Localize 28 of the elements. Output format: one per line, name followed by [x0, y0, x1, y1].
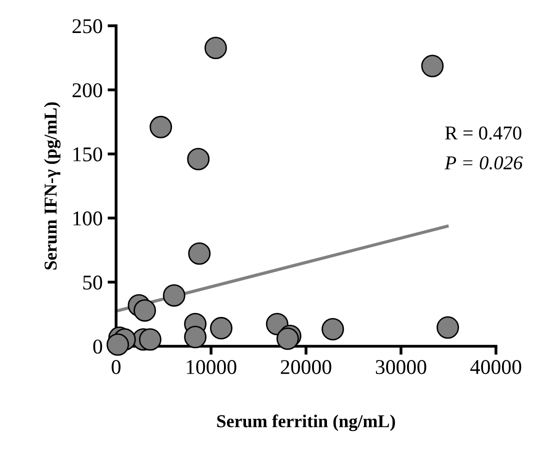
x-tick-label: 40000 — [470, 360, 522, 374]
point — [210, 316, 232, 340]
annotation: P = 0.026 — [444, 156, 523, 170]
x-tick-label: 0 — [112, 360, 121, 374]
y-tick-label: 0 — [93, 340, 102, 354]
point — [138, 328, 162, 351]
point — [106, 333, 130, 356]
point — [421, 54, 444, 78]
point — [436, 316, 460, 339]
annotation: R = 0.470 — [445, 126, 522, 140]
point — [204, 36, 227, 60]
y-axis-title: Serum IFN-γ (pg/mL) — [44, 102, 61, 270]
point — [187, 148, 210, 170]
point — [188, 242, 211, 265]
point — [184, 326, 207, 348]
point — [322, 318, 344, 340]
point — [150, 116, 172, 138]
y-tick-label: 100 — [73, 211, 102, 226]
point — [134, 299, 156, 322]
x-tick-label: 10000 — [186, 360, 236, 374]
point — [162, 284, 186, 307]
y-tick-label: 150 — [73, 147, 102, 162]
y-tick-label: 50 — [83, 276, 102, 290]
x-axis-title: Serum ferritin (ng/mL) — [217, 414, 395, 432]
y-tick-label: 200 — [72, 83, 102, 98]
y-tick-label: 250 — [72, 19, 102, 34]
x-tick-label: 30000 — [376, 360, 426, 374]
x-tick-label: 20000 — [280, 360, 332, 374]
